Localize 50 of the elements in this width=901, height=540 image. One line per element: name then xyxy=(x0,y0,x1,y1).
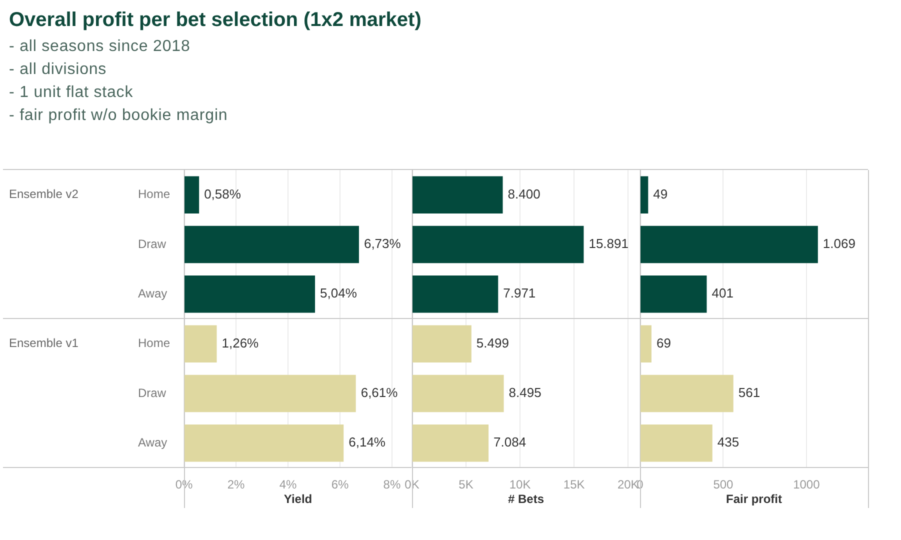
bar xyxy=(184,424,344,462)
x-tick-label: 10K xyxy=(509,478,531,492)
data-label: 6,73% xyxy=(364,236,402,252)
chart-title: Overall profit per bet selection (1x2 market) xyxy=(9,9,422,32)
data-label: 1.069 xyxy=(822,236,856,252)
text: Ensemble v1 xyxy=(9,336,79,350)
x-tick-label: 8% xyxy=(383,478,401,492)
data-label: 6,14% xyxy=(348,434,386,450)
data-label: 561 xyxy=(738,385,760,400)
x-tick-label: 6% xyxy=(331,478,349,492)
data-label: 6,61% xyxy=(360,385,398,400)
data-label: 8.400 xyxy=(508,186,540,202)
bar xyxy=(412,325,472,362)
data-label: 435 xyxy=(717,434,740,450)
bar xyxy=(184,374,356,412)
bar xyxy=(640,424,712,462)
x-axis-title: Yield xyxy=(284,492,312,506)
y-tick-label: Away xyxy=(138,286,168,300)
x-tick-label: 20K xyxy=(617,478,639,492)
y-tick-label: Draw xyxy=(138,236,166,251)
data-label: 401 xyxy=(712,286,734,301)
x-tick-label: 5K xyxy=(458,478,474,492)
y-tick-label: Home xyxy=(138,336,170,350)
text: Ensemble v2 xyxy=(9,187,79,202)
y-tick-label: Away xyxy=(138,435,168,450)
data-label: 8.495 xyxy=(508,385,542,400)
data-label: 5.499 xyxy=(476,335,509,350)
x-axis-title: # Bets xyxy=(508,492,544,506)
data-label: 0,58% xyxy=(204,186,242,202)
chart-subtitle: - all seasons since 2018 - all divisions - 1 unit flat stack - fair profit w/o bookie margin xyxy=(9,37,228,126)
data-label: 69 xyxy=(656,335,671,350)
data-label: 7.971 xyxy=(503,286,536,301)
bar xyxy=(640,374,734,412)
data-label: 49 xyxy=(653,186,668,202)
y-tick-label: Draw xyxy=(138,386,166,400)
bar xyxy=(640,325,652,362)
y-tick-label: Home xyxy=(138,187,170,202)
x-axis-title: Fair profit xyxy=(726,492,782,506)
x-tick-label: 500 xyxy=(713,478,734,492)
bar xyxy=(412,424,489,462)
bar xyxy=(412,374,504,412)
x-tick-label: 15K xyxy=(563,478,585,492)
bar xyxy=(184,325,217,362)
x-tick-label: 4% xyxy=(279,478,297,492)
data-label: 5,04% xyxy=(320,286,358,301)
data-label: 7.084 xyxy=(494,434,526,450)
data-label: 1,26% xyxy=(222,335,260,350)
x-tick-label: 1000 xyxy=(793,478,820,492)
x-tick-label: 2% xyxy=(227,478,245,492)
data-label: 15.891 xyxy=(588,236,628,252)
